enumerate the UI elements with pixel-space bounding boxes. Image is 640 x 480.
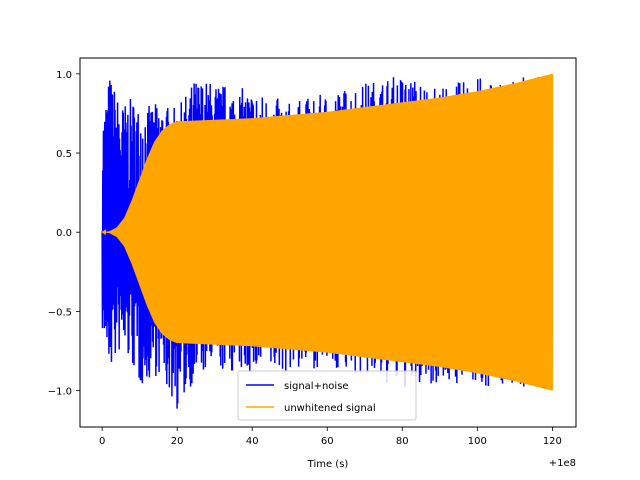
y-tick-label: 0.5: [56, 149, 72, 160]
x-tick-label: 60: [321, 436, 334, 447]
x-tick-label: 0: [99, 436, 105, 447]
plot-area: [101, 73, 554, 409]
x-tick-label: 80: [396, 436, 409, 447]
x-tick-label: 100: [468, 436, 487, 447]
y-tick-label: 0.0: [56, 228, 72, 239]
series-layer: [101, 73, 554, 409]
x-tick-label: 40: [246, 436, 259, 447]
y-tick-label: −1.0: [48, 387, 72, 398]
x-tick-label: 20: [171, 436, 184, 447]
y-tick-label: −0.5: [48, 307, 72, 318]
series-unwhitened-signal: [102, 73, 554, 391]
x-axis: 0 20 40 60 80 100 120: [99, 427, 562, 447]
legend-label-unwhitened-signal: unwhitened signal: [284, 403, 376, 414]
x-axis-label: Time (s): [307, 459, 349, 470]
y-axis: −1.0 −0.5 0.0 0.5 1.0: [48, 70, 80, 398]
legend-label-signal-noise: signal+noise: [284, 381, 349, 392]
x-axis-offset-label: +1e8: [549, 458, 576, 469]
legend-box: [237, 370, 417, 421]
y-tick-label: 1.0: [56, 70, 72, 81]
x-tick-label: 120: [543, 436, 562, 447]
legend: signal+noise unwhitened signal: [237, 370, 417, 421]
axes-frame: [79, 57, 577, 428]
